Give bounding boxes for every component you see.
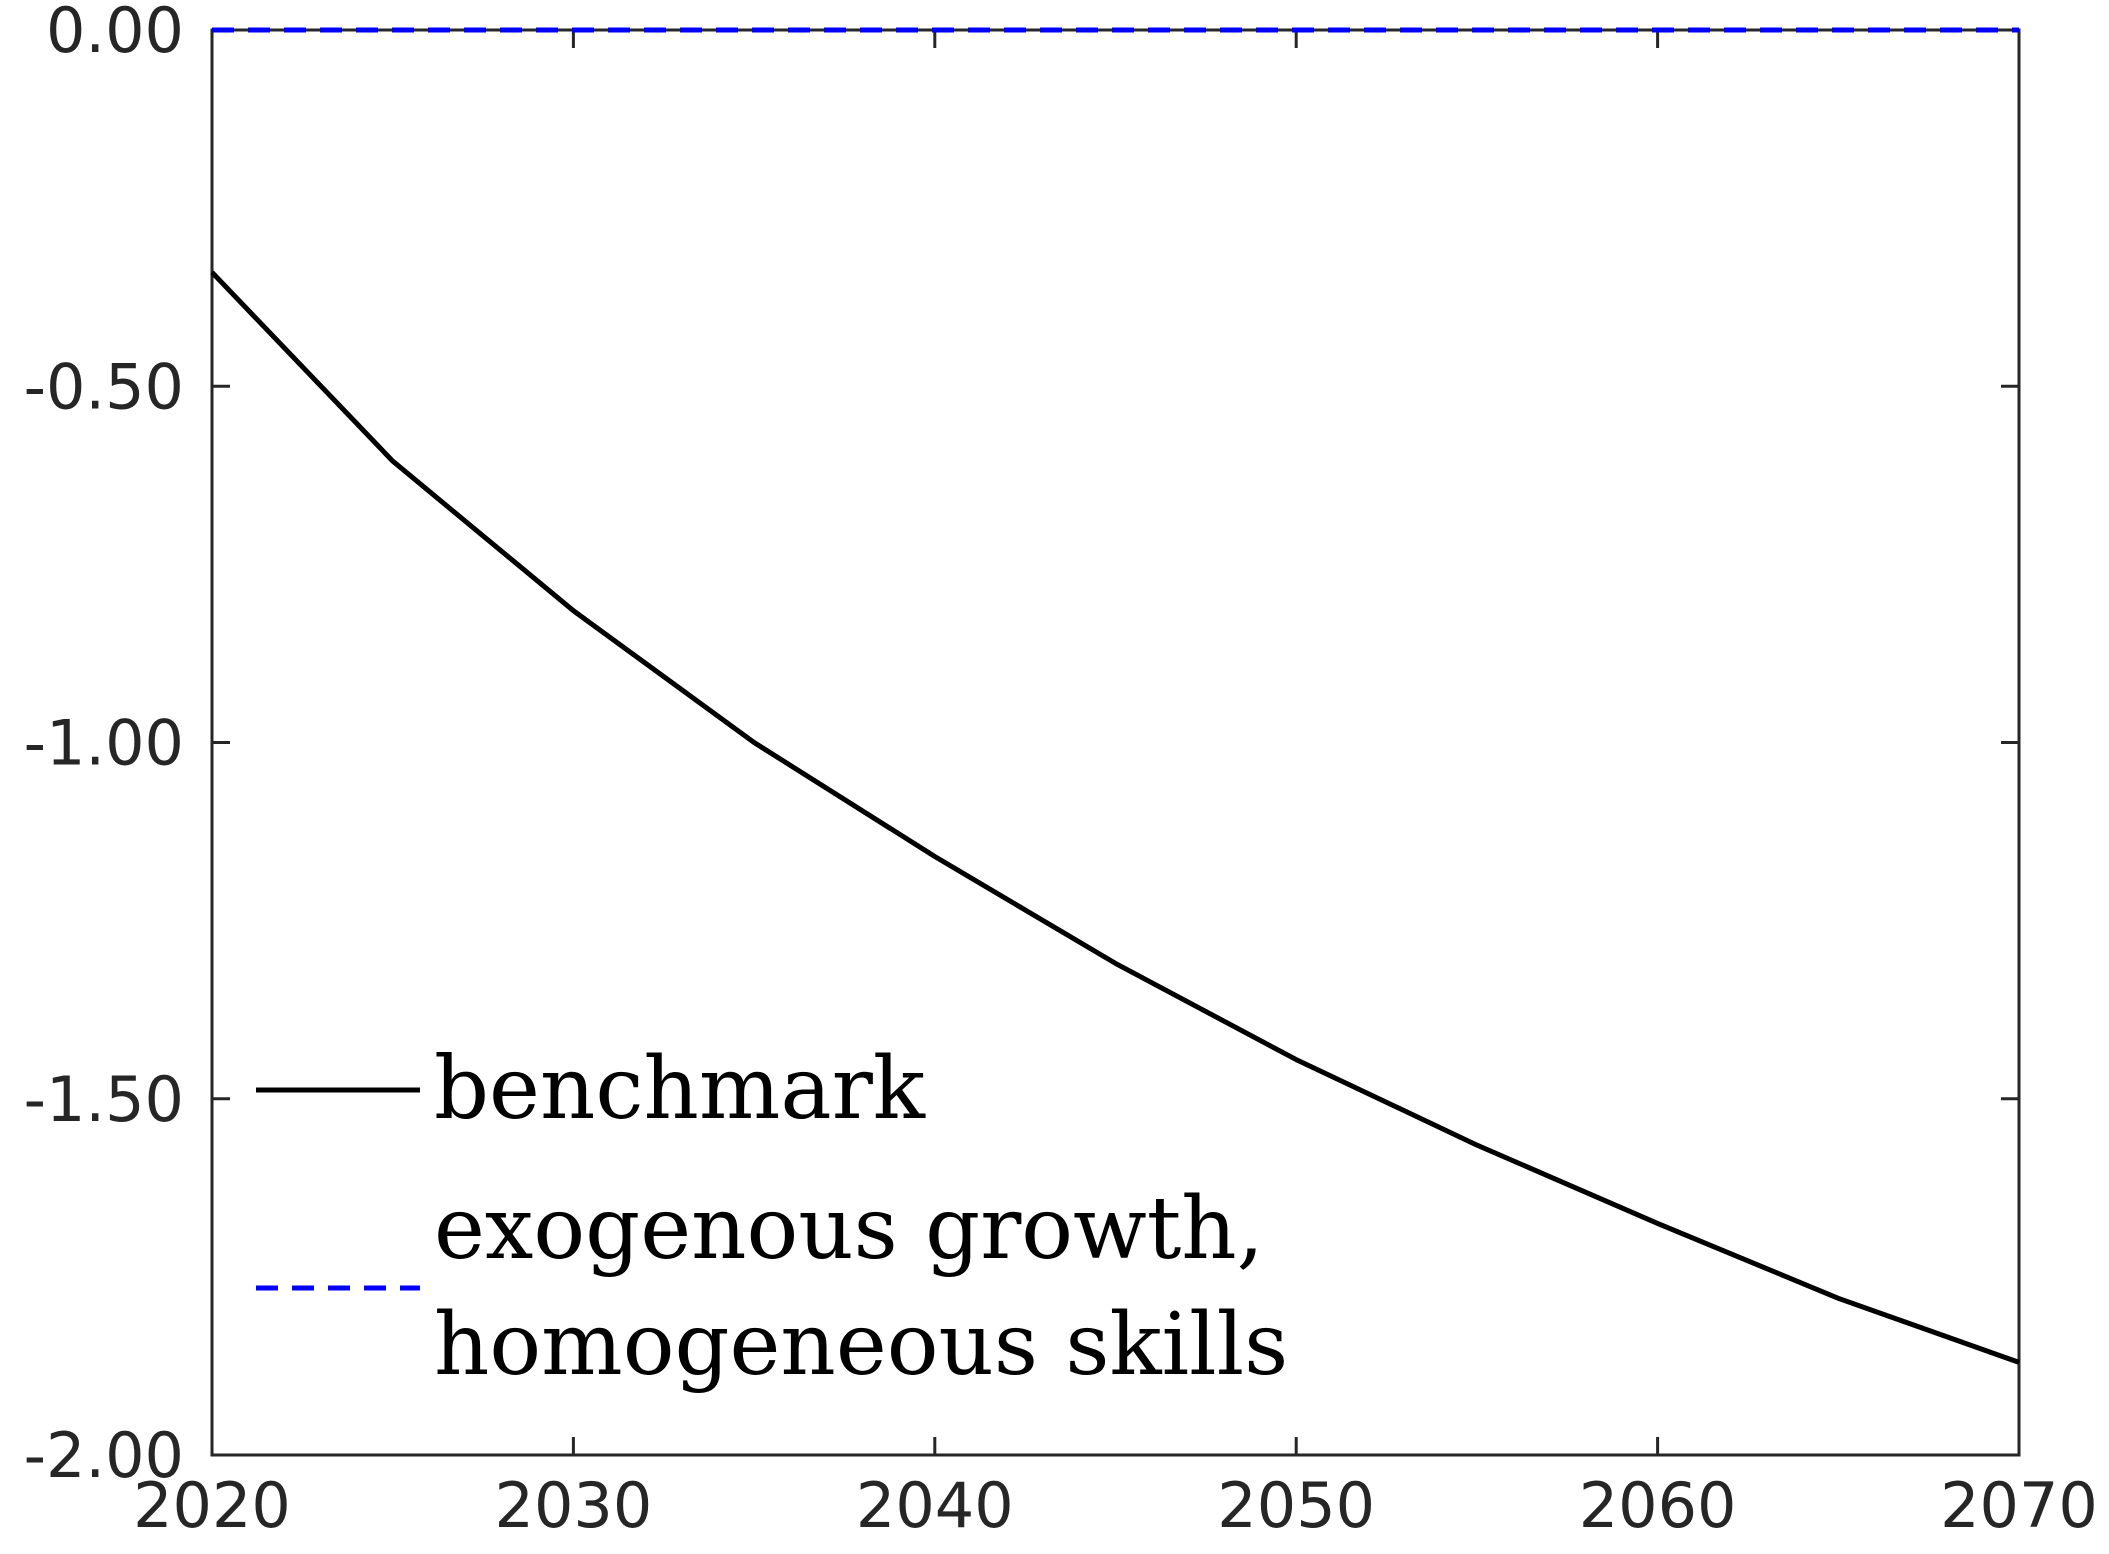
legend-label-exogenous-line-1: homogeneous skills (434, 1295, 1288, 1395)
x-tick-label: 2050 (1217, 1469, 1375, 1542)
y-tick-label: -0.50 (24, 350, 184, 423)
legend-label-exogenous-line-0: exogenous growth, (434, 1179, 1264, 1279)
series-layer (210, 27, 2020, 1365)
y-tick-label: -1.00 (24, 707, 184, 780)
series-line-0 (210, 270, 2020, 1365)
y-tick-label: -1.50 (24, 1063, 184, 1136)
y-tick-label: 0.00 (46, 0, 184, 67)
x-tick-label: 2070 (1940, 1469, 2098, 1542)
legend-label-benchmark: benchmark (434, 1039, 926, 1139)
legend: benchmark exogenous growth, homogeneous sk… (256, 1039, 1288, 1395)
x-axis: 2020 2030 2040 2050 2060 2070 (133, 1469, 2098, 1542)
y-axis: 0.00 -0.50 -1.00 -1.50 -2.00 (24, 0, 184, 1492)
plot-area (210, 27, 2021, 1457)
x-tick-label: 2040 (856, 1469, 1014, 1542)
x-tick-label: 2030 (495, 1469, 653, 1542)
x-tick-label: 2020 (133, 1469, 291, 1542)
x-tick-label: 2060 (1579, 1469, 1737, 1542)
y-tick-label: -2.00 (24, 1419, 184, 1492)
